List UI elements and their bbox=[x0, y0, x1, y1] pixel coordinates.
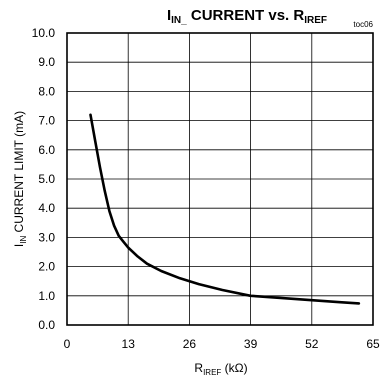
x-tick-label: 39 bbox=[244, 337, 258, 351]
title-suffix-subscript: IREF bbox=[304, 15, 327, 26]
y-tick-label: 0.0 bbox=[38, 318, 55, 332]
x-tick-label: 52 bbox=[305, 337, 319, 351]
figure-tag: toc06 bbox=[353, 20, 373, 29]
y-axis-label-rest: CURRENT LIMIT (mA) bbox=[12, 111, 26, 236]
x-tick-label: 0 bbox=[64, 337, 71, 351]
x-axis-label: RIREF (kΩ) bbox=[194, 361, 247, 377]
y-tick-label: 1.0 bbox=[38, 289, 55, 303]
y-tick-label: 3.0 bbox=[38, 230, 55, 244]
x-axis-label-subscript: IREF bbox=[203, 368, 221, 377]
y-tick-label: 6.0 bbox=[38, 143, 55, 157]
title-prefix-subscript: IN_ bbox=[171, 15, 187, 26]
x-tick-label: 26 bbox=[183, 337, 197, 351]
grid bbox=[66, 32, 374, 326]
x-tick-label: 13 bbox=[122, 337, 136, 351]
chart-title: IIN_ CURRENT vs. RIREF bbox=[167, 7, 327, 26]
y-axis-label-subscript: IN bbox=[19, 236, 28, 244]
plot-frame bbox=[66, 32, 374, 326]
x-tick-labels: 0 13 26 39 52 65 bbox=[64, 337, 380, 351]
y-axis-label-main: I bbox=[12, 244, 26, 247]
x-axis-label-main: R bbox=[194, 361, 203, 375]
title-prefix: I bbox=[167, 7, 171, 24]
y-tick-label: 4.0 bbox=[38, 201, 55, 215]
y-tick-label: 10.0 bbox=[32, 26, 56, 40]
y-axis-label: IIN CURRENT LIMIT (mA) bbox=[12, 111, 28, 247]
series-layer bbox=[89, 113, 361, 305]
x-axis-label-unit: (kΩ) bbox=[221, 361, 247, 375]
y-tick-label: 5.0 bbox=[38, 172, 55, 186]
x-tick-label: 65 bbox=[366, 337, 380, 351]
y-tick-label: 2.0 bbox=[38, 260, 55, 274]
title-middle: CURRENT vs. R bbox=[187, 7, 305, 24]
series-line bbox=[89, 113, 361, 305]
y-tick-labels: 0.0 1.0 2.0 3.0 4.0 5.0 6.0 7.0 8.0 9.0 10.0 bbox=[32, 26, 56, 332]
y-tick-label: 8.0 bbox=[38, 84, 55, 98]
y-tick-label: 9.0 bbox=[38, 55, 55, 69]
y-tick-label: 7.0 bbox=[38, 114, 55, 128]
